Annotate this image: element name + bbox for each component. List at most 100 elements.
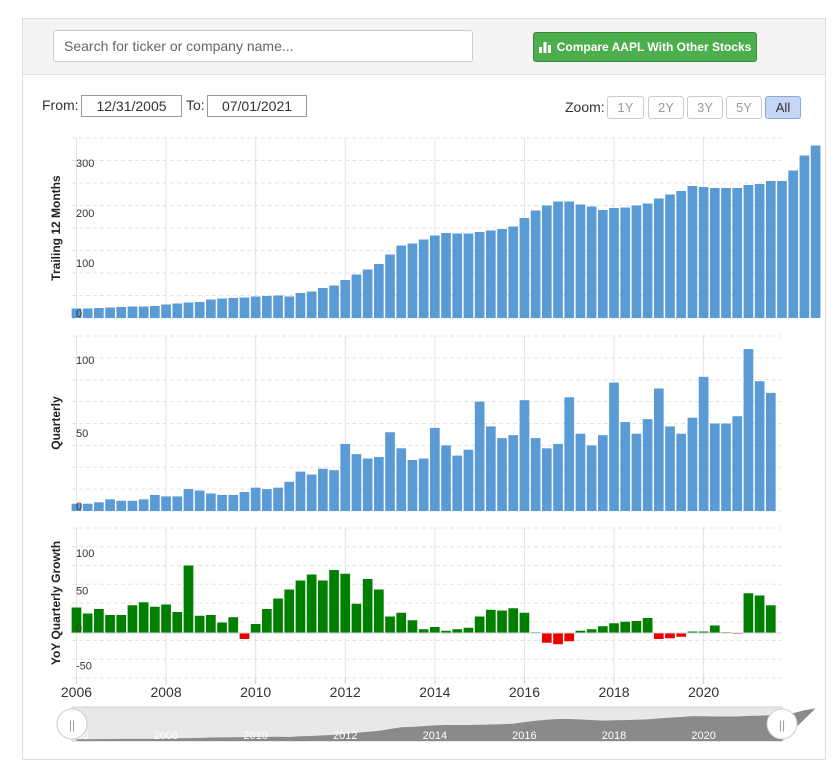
bar[interactable]: [687, 186, 698, 318]
bar[interactable]: [351, 603, 362, 633]
bar[interactable]: [94, 609, 104, 633]
bar[interactable]: [116, 500, 127, 511]
handle-circle[interactable]: [766, 708, 798, 740]
bar[interactable]: [452, 455, 463, 511]
bar[interactable]: [295, 293, 306, 318]
bar[interactable]: [306, 291, 317, 319]
bar[interactable]: [810, 145, 821, 319]
bar[interactable]: [138, 306, 149, 319]
bar[interactable]: [754, 184, 765, 318]
bar[interactable]: [709, 423, 720, 512]
zoom-all-button[interactable]: All: [765, 96, 801, 119]
bar[interactable]: [71, 308, 82, 319]
bar[interactable]: [452, 629, 463, 633]
compare-button[interactable]: Compare AAPL With Other Stocks: [533, 32, 757, 62]
bar[interactable]: [721, 188, 731, 318]
zoom-2y-button[interactable]: 2Y: [648, 96, 684, 119]
bar[interactable]: [116, 615, 127, 633]
bar[interactable]: [676, 191, 687, 318]
bar[interactable]: [194, 615, 205, 633]
bar[interactable]: [519, 218, 530, 318]
bar[interactable]: [564, 397, 575, 511]
bar[interactable]: [396, 612, 407, 633]
bar[interactable]: [228, 494, 239, 511]
bar[interactable]: [497, 229, 507, 318]
bar[interactable]: [709, 625, 720, 634]
bar[interactable]: [116, 307, 127, 318]
bar[interactable]: [396, 448, 407, 511]
bar[interactable]: [609, 382, 619, 511]
bar[interactable]: [340, 280, 351, 318]
bar[interactable]: [329, 570, 339, 633]
bar[interactable]: [418, 458, 429, 512]
bar[interactable]: [306, 474, 317, 511]
bar[interactable]: [429, 235, 440, 319]
bar[interactable]: [206, 299, 216, 319]
bar[interactable]: [687, 417, 698, 511]
bar[interactable]: [463, 449, 474, 511]
bar[interactable]: [429, 627, 440, 633]
bar[interactable]: [172, 612, 183, 633]
bar[interactable]: [597, 210, 608, 318]
bar[interactable]: [161, 496, 171, 511]
bar[interactable]: [250, 487, 261, 511]
bar[interactable]: [362, 458, 373, 512]
navigator-handle-left[interactable]: ||: [56, 708, 88, 740]
bar[interactable]: [183, 565, 194, 634]
bar[interactable]: [474, 401, 485, 511]
bar[interactable]: [597, 626, 608, 633]
bar[interactable]: [743, 185, 754, 318]
bar[interactable]: [373, 457, 384, 511]
bar[interactable]: [530, 438, 541, 511]
bar[interactable]: [721, 423, 731, 512]
bar[interactable]: [508, 608, 519, 633]
bar[interactable]: [329, 470, 339, 511]
bar[interactable]: [217, 298, 227, 319]
bar[interactable]: [653, 388, 664, 512]
bar[interactable]: [150, 306, 160, 318]
navigator-handle-right[interactable]: ||: [766, 708, 798, 740]
bar[interactable]: [665, 426, 675, 511]
bar[interactable]: [653, 633, 664, 639]
bar[interactable]: [575, 630, 586, 633]
bar[interactable]: [441, 630, 451, 633]
bar[interactable]: [620, 621, 631, 633]
bar[interactable]: [642, 419, 653, 511]
bar[interactable]: [284, 589, 295, 634]
bar[interactable]: [362, 579, 373, 633]
bar[interactable]: [698, 376, 709, 511]
bar[interactable]: [306, 574, 317, 634]
bar[interactable]: [340, 443, 351, 511]
bar[interactable]: [597, 435, 608, 511]
bar[interactable]: [497, 438, 507, 511]
bar[interactable]: [575, 433, 586, 511]
bar[interactable]: [105, 499, 115, 511]
bar[interactable]: [351, 274, 362, 319]
bar[interactable]: [273, 295, 283, 319]
to-date-input[interactable]: 07/01/2021: [207, 95, 307, 117]
bar[interactable]: [82, 308, 93, 319]
bar[interactable]: [262, 296, 272, 318]
bar[interactable]: [698, 631, 709, 634]
bar[interactable]: [418, 629, 429, 633]
bar[interactable]: [429, 427, 440, 511]
bar[interactable]: [698, 187, 709, 318]
bar[interactable]: [239, 492, 250, 511]
bar[interactable]: [631, 205, 642, 319]
zoom-1y-button[interactable]: 1Y: [607, 96, 644, 119]
bar[interactable]: [441, 233, 451, 318]
bar[interactable]: [318, 468, 328, 511]
bar[interactable]: [586, 445, 597, 511]
bar[interactable]: [228, 617, 239, 633]
bar[interactable]: [474, 616, 485, 634]
bar[interactable]: [295, 580, 306, 634]
bar[interactable]: [732, 416, 743, 511]
bar[interactable]: [194, 490, 205, 511]
bar[interactable]: [262, 609, 272, 633]
bar[interactable]: [318, 580, 328, 634]
bar[interactable]: [586, 629, 597, 633]
bar[interactable]: [564, 201, 575, 319]
bar[interactable]: [541, 448, 552, 511]
bar[interactable]: [530, 210, 541, 319]
